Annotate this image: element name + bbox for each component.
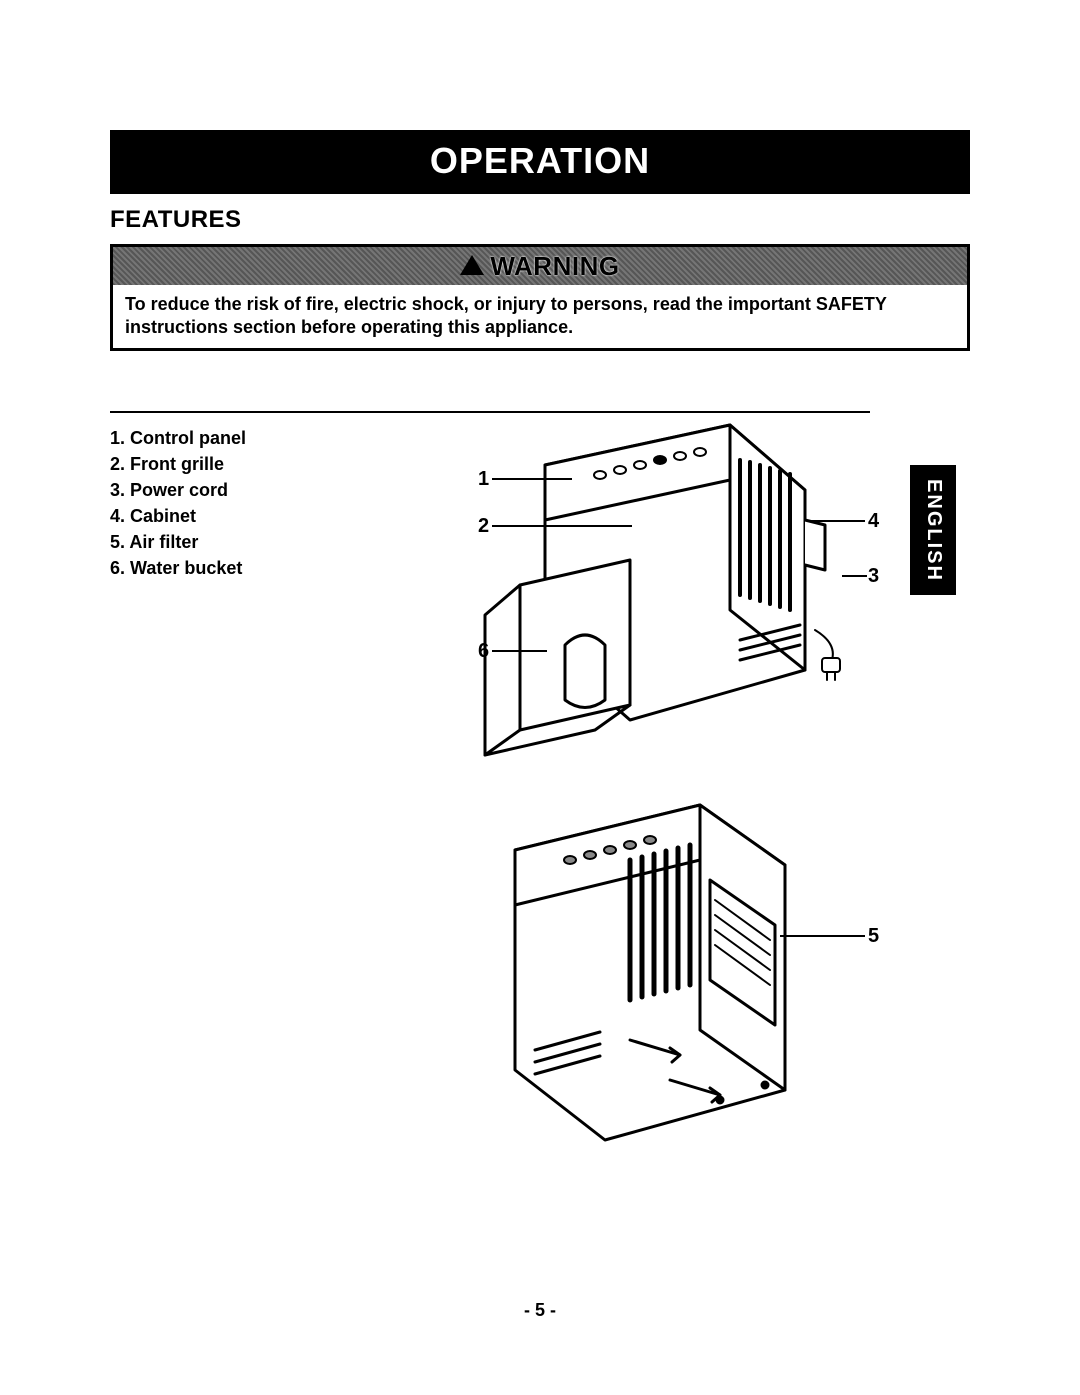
callout-1: 1 — [478, 468, 489, 491]
unit-front-illustration — [370, 370, 890, 770]
leader-line — [492, 478, 572, 480]
list-item: 5. Air filter — [110, 529, 246, 555]
list-item: 1. Control panel — [110, 425, 246, 451]
callout-6: 6 — [478, 640, 489, 663]
operation-title: OPERATION — [430, 140, 650, 181]
product-diagram: 1 2 6 4 3 — [370, 370, 890, 1180]
list-item: 2. Front grille — [110, 451, 246, 477]
callout-4: 4 — [868, 510, 879, 533]
operation-banner: OPERATION — [110, 130, 970, 194]
leader-line — [492, 525, 632, 527]
language-tab: ENGLISH — [910, 465, 956, 595]
features-list: 1. Control panel 2. Front grille 3. Powe… — [110, 425, 246, 582]
list-item: 4. Cabinet — [110, 503, 246, 529]
page-number: - 5 - — [0, 1300, 1080, 1321]
list-item: 6. Water bucket — [110, 555, 246, 581]
warning-label: WARNING — [490, 251, 619, 282]
warning-header: WARNING — [113, 247, 967, 285]
leader-line — [780, 935, 865, 937]
warning-body: To reduce the risk of fire, electric sho… — [113, 285, 967, 348]
list-item: 3. Power cord — [110, 477, 246, 503]
warning-triangle-icon — [460, 255, 484, 275]
leader-line — [810, 520, 865, 522]
language-tab-label: ENGLISH — [922, 479, 945, 582]
leader-line — [492, 650, 547, 652]
unit-rear-illustration — [370, 770, 890, 1180]
callout-2: 2 — [478, 515, 489, 538]
features-heading: FEATURES — [110, 206, 970, 234]
leader-line — [842, 575, 867, 577]
callout-3: 3 — [868, 565, 879, 588]
warning-box: WARNING To reduce the risk of fire, elec… — [110, 244, 970, 351]
callout-5: 5 — [868, 925, 879, 948]
